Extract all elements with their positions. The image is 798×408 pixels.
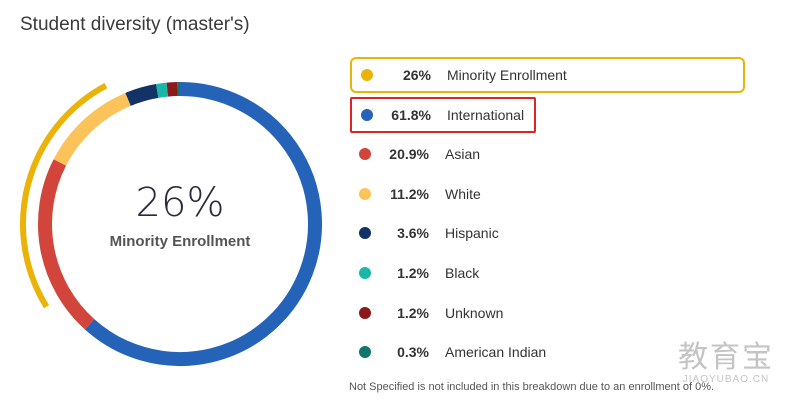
legend-percent: 0.3%	[397, 344, 429, 361]
legend-dot-icon	[359, 187, 371, 200]
legend-item[interactable]: 3.6% Hispanic	[350, 215, 745, 251]
legend-label: Black	[445, 265, 480, 281]
donut-slice[interactable]	[53, 92, 131, 166]
legend-percent: 20.9%	[389, 146, 429, 163]
legend-label: Unknown	[445, 304, 504, 321]
watermark-logo: 教育宝 JIAOYUBAO.CN	[668, 332, 784, 385]
donut-slice[interactable]	[156, 82, 169, 98]
legend-item[interactable]: 0.3% American Indian	[350, 334, 745, 370]
legend-label: American Indian	[445, 344, 547, 361]
donut-chart: 26% Minority Enrollment	[0, 0, 340, 408]
center-value: 26%	[135, 180, 225, 226]
legend-dot-icon	[359, 148, 371, 161]
footnote: Not Specified is not included in this br…	[349, 381, 715, 393]
legend-percent: 1.2%	[397, 265, 429, 281]
legend-percent: 3.6%	[397, 225, 429, 242]
legend-dot-icon	[361, 69, 373, 81]
legend-label: White	[445, 185, 481, 202]
donut-slice[interactable]	[125, 84, 159, 106]
donut-slice[interactable]	[84, 82, 322, 366]
donut-slice[interactable]	[38, 159, 95, 330]
legend-percent: 61.8%	[391, 106, 431, 123]
center-label: Minority Enrollment	[109, 233, 251, 250]
legend-percent: 26%	[402, 67, 431, 83]
watermark-main: 教育宝	[678, 340, 774, 375]
legend-dot-icon	[359, 306, 371, 319]
legend-dot-icon	[359, 267, 371, 279]
legend-label: Minority Enrollment	[447, 67, 567, 83]
legend-percent: 1.2%	[397, 304, 429, 321]
legend-item[interactable]: 1.2% Unknown	[350, 295, 745, 331]
donut-slice[interactable]	[166, 82, 178, 97]
legend-item[interactable]: 11.2% White	[350, 176, 745, 212]
minority-highlight-arc	[20, 82, 108, 309]
legend-item[interactable]: 20.9% Asian	[350, 136, 745, 172]
donut-svg	[20, 81, 322, 366]
legend-dot-icon	[359, 346, 371, 359]
chart-title: Student diversity (master's)	[20, 14, 250, 35]
legend-item[interactable]: 61.8% International	[350, 96, 536, 133]
legend-label: International	[447, 106, 525, 123]
legend-percent: 11.2%	[390, 185, 429, 202]
legend-item[interactable]: 26% Minority Enrollment	[350, 57, 745, 93]
legend-label: Hispanic	[445, 225, 499, 242]
watermark-sub: JIAOYUBAO.CN	[682, 374, 770, 385]
legend-dot-icon	[359, 227, 371, 240]
legend-dot-icon	[361, 108, 373, 121]
legend-label: Asian	[445, 146, 481, 163]
legend-item[interactable]: 1.2% Black	[350, 255, 745, 291]
